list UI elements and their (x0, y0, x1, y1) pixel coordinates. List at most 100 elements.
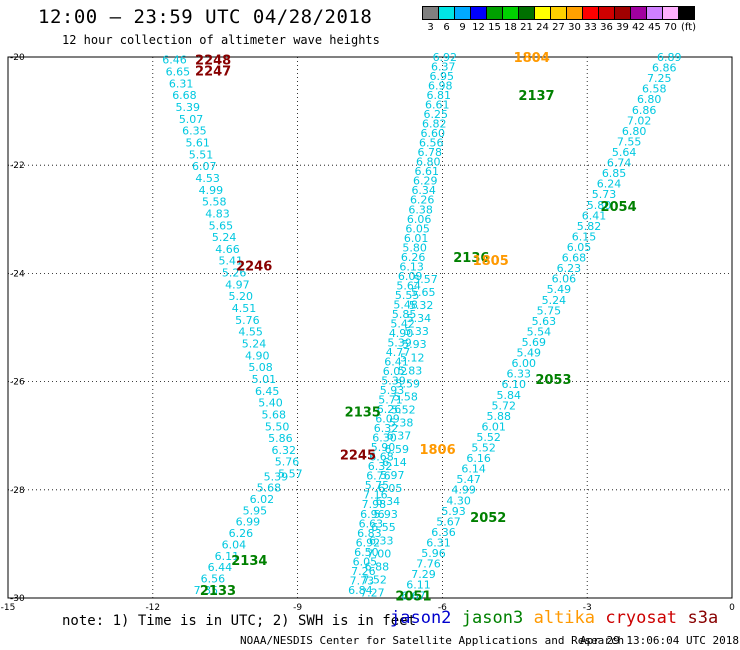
wave-height-value: 5.61 (185, 136, 210, 149)
wave-height-value: 5.64 (396, 279, 421, 292)
wave-height-value: 5.52 (391, 404, 416, 417)
x-tick-label: -3 (583, 603, 592, 613)
wave-height-value: 7.02 (627, 114, 652, 127)
x-tick-label: -6 (438, 603, 447, 613)
wave-height-value: 6.10 (502, 378, 527, 391)
wave-height-value: 6.16 (466, 452, 491, 465)
legend-item-altika: altika (533, 608, 596, 628)
wave-height-value: 6.81 (427, 89, 452, 102)
wave-height-value: 6.31 (426, 537, 451, 550)
footnote: note: 1) Time is in UTC; 2) SWH is in fe… (62, 613, 417, 629)
color-scale (422, 6, 695, 20)
wave-height-value: 5.01 (252, 373, 277, 386)
pass-time-label: 2247 (195, 65, 231, 80)
wave-height-value: 5.93 (402, 338, 427, 351)
legend-item-s3a: s3a (687, 608, 719, 628)
wave-height-value: 6.00 (512, 357, 537, 370)
wave-height-value: 5.47 (456, 473, 481, 486)
x-tick-label: 0 (729, 603, 735, 613)
wave-height-value: 5.38 (389, 417, 414, 430)
pass-time-label: 2054 (600, 200, 636, 215)
y-tick-label: -20 (10, 53, 25, 63)
wave-height-value: 5.42 (390, 317, 415, 330)
color-scale-label: 18 (504, 22, 517, 33)
wave-height-value: 5.39 (381, 375, 406, 388)
wave-height-value: 4.90 (245, 349, 270, 362)
x-tick-label: -15 (1, 603, 16, 613)
wave-height-value: 4.66 (215, 243, 240, 256)
wave-height-value: 6.26 (229, 527, 254, 540)
wave-height-value: 6.74 (607, 157, 632, 170)
wave-height-value: 6.32 (368, 460, 393, 473)
wave-height-value: 6.84 (348, 584, 373, 597)
wave-height-value: 5.80 (402, 241, 427, 254)
wave-height-value: 5.90 (371, 441, 396, 454)
wave-height-value: 4.99 (199, 184, 224, 197)
wave-height-value: 6.32 (374, 422, 399, 435)
wave-height-value: 6.63 (359, 517, 384, 530)
wave-height-value: 5.72 (491, 399, 516, 412)
wave-height-value: 5.32 (409, 299, 434, 312)
wave-height-value: 5.76 (275, 456, 300, 469)
wave-height-value: 6.82 (422, 118, 447, 131)
wave-height-value: 6.61 (425, 99, 450, 112)
wave-height-value: 6.01 (404, 232, 429, 245)
color-swatch (678, 6, 695, 20)
wave-height-value: 7.35 (194, 584, 219, 597)
wave-height-value: 6.14 (461, 463, 486, 476)
color-scale-label: 45 (648, 22, 661, 33)
wave-height-value: 5.08 (248, 361, 273, 374)
legend-item-jason2: jason2 (390, 608, 452, 628)
wave-height-value: 5.63 (532, 315, 557, 328)
wave-height-value: 6.95 (430, 70, 455, 83)
pass-time-label: 2052 (470, 511, 506, 526)
wave-height-value: 7.16 (363, 489, 388, 502)
wave-height-value: 5.76 (235, 314, 260, 327)
y-tick-label: -28 (10, 486, 25, 496)
wave-height-value: 5.86 (268, 432, 293, 445)
wave-height-value: 6.92 (356, 536, 381, 549)
wave-height-value: 5.07 (179, 113, 204, 126)
wave-height-value: 5.95 (243, 504, 268, 517)
wave-height-value: 6.05 (378, 482, 403, 495)
pass-time-label: 2246 (236, 259, 272, 274)
wave-height-value: 5.33 (404, 325, 429, 338)
wave-height-value: 6.05 (353, 555, 378, 568)
wave-height-value: 6.86 (632, 104, 657, 117)
wave-height-value: 6.09 (375, 413, 400, 426)
legend-item-cryosat: cryosat (605, 608, 678, 628)
wave-height-value: 6.38 (408, 203, 433, 216)
wave-height-value: 6.32 (271, 444, 296, 457)
pass-time-label: 1805 (473, 254, 509, 269)
wave-height-value: 5.51 (189, 148, 214, 161)
wave-height-value: 5.93 (441, 505, 466, 518)
wave-height-value: 6.55 (371, 521, 396, 534)
wave-height-value: 4.77 (386, 346, 411, 359)
y-tick-label: -22 (10, 161, 25, 171)
wave-height-value: 6.09 (398, 270, 423, 283)
wave-height-value: 5.58 (202, 196, 227, 209)
wave-height-value: 7.98 (362, 498, 387, 511)
color-scale-label: 9 (459, 22, 466, 33)
wave-height-value: 7.76 (416, 558, 441, 571)
wave-height-value: 5.75 (537, 304, 562, 317)
wave-height-value: 5.40 (258, 397, 283, 410)
wave-height-value: 6.41 (582, 209, 607, 222)
wave-height-value: 5.41 (219, 255, 244, 268)
wave-height-value: 5.97 (380, 469, 405, 482)
wave-height-value: 6.98 (428, 80, 453, 93)
x-tick-label: -9 (293, 603, 302, 613)
wave-height-value: 6.56 (201, 573, 226, 586)
wave-height-value: 5.68 (257, 482, 282, 495)
wave-height-value: 6.85 (602, 167, 627, 180)
wave-height-value: 6.67 (401, 589, 426, 602)
wave-height-value: 5.64 (612, 146, 637, 159)
wave-height-value: 7.52 (362, 574, 387, 587)
wave-height-value: 6.65 (166, 66, 191, 79)
wave-height-value: 5.59 (396, 377, 421, 390)
wave-height-value: 6.26 (377, 403, 402, 416)
y-tick-label: -30 (10, 594, 25, 604)
wave-height-value: 5.69 (522, 336, 547, 349)
wave-height-value: 7.00 (367, 547, 392, 560)
